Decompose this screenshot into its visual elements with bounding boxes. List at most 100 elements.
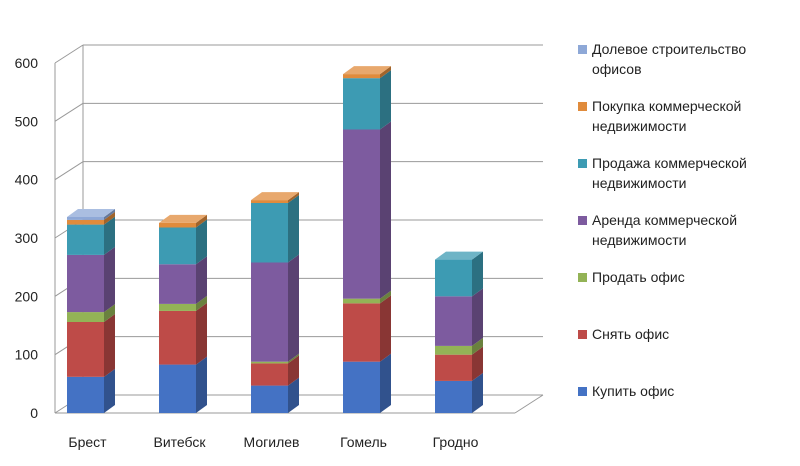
bar-side [104,216,115,255]
y-tick-label: 100 [15,347,39,363]
bar-segment [67,368,115,413]
bar-side [196,295,207,311]
bar-front [435,354,472,381]
bar-side [196,302,207,365]
floor-right-edge [514,394,544,414]
bar-segment [343,70,391,130]
x-tick-label: Витебск [153,434,206,450]
bar-side [380,66,391,79]
x-tick-label: Гомель [340,434,387,450]
legend-label: Продать офис [592,269,685,285]
bar-segment [159,214,207,228]
bar-front [343,361,380,413]
legend-swatch [578,159,587,168]
bar-side [380,353,391,413]
bar-front [435,380,472,413]
bar-segment [343,353,391,413]
bar-front [159,222,196,228]
legend-label: Долевое строительство офисов [592,41,746,77]
bar-side [104,368,115,413]
bar-top [159,214,207,223]
bar-segment [435,337,483,355]
legend-swatch [578,273,587,282]
legend-swatch [578,45,587,54]
bar-side [104,304,115,322]
bar-side [288,254,299,362]
bar-side [472,372,483,413]
bar-front [67,254,104,313]
bar-side [196,356,207,413]
legend-label: Аренда коммерческой недвижимости [592,212,737,248]
bar-segment [159,256,207,304]
bar-front [159,310,196,365]
y-tick-label: 600 [15,55,39,71]
bar-side [196,256,207,304]
bar-segment [343,295,391,362]
bar-segment [159,356,207,413]
x-tick-label: Могилев [244,434,300,450]
bar-segment [67,304,115,322]
bar-front [251,200,288,203]
legend-label: Снять офис [592,326,669,342]
legend-label: Купить офис [592,383,674,399]
bar-side [472,337,483,355]
bar-side [288,192,299,203]
bar-front [159,303,196,311]
bar-front [159,364,196,413]
legend-swatch [578,216,587,225]
bar-side [104,211,115,225]
bars-layer [67,66,483,413]
legend-swatch [578,102,587,111]
bar-front [251,262,288,362]
bar-side [472,288,483,346]
y-tick-label: 500 [15,113,39,129]
y-tick-label: 400 [15,172,39,188]
gridline-diagonal [54,44,84,64]
bar-front [159,264,196,304]
bar-side [288,355,299,386]
bar-side [104,209,115,220]
bar-segment [67,209,115,220]
legend: Долевое строительство офисов Покупка комме… [578,41,747,399]
bar-side [196,214,207,228]
bar-side [288,377,299,413]
bar-front [67,219,104,225]
x-tick-label: Гродно [433,434,479,450]
y-tick-label: 300 [15,230,39,246]
bar-side [472,251,483,297]
legend-label: Покупка коммерческой недвижимости [592,98,741,134]
bar-segment [435,251,483,297]
bar-segment [251,195,299,263]
bar-top [67,209,115,217]
bar-front [67,312,104,322]
bar-front [251,361,288,364]
bar-side [288,195,299,263]
bar-segment [67,246,115,313]
bar-segment [159,219,207,265]
bar-segment [251,192,299,203]
bar-segment [435,346,483,381]
bar-segment [343,290,391,304]
bar-side [380,290,391,304]
bar-front [343,303,380,362]
bar-segment [435,288,483,346]
bar-segment [159,295,207,311]
bar-front [159,227,196,265]
bar-segment [251,254,299,362]
bar-front [435,259,472,297]
bar-side [196,219,207,265]
y-tick-label: 200 [15,288,39,304]
bar-front [435,345,472,355]
bar-side [380,295,391,362]
bar-front [343,74,380,79]
bar-front [67,224,104,255]
legend-swatch [578,387,587,396]
bar-segment [435,372,483,413]
y-tick-label: 0 [30,405,38,421]
bar-side [288,353,299,364]
bar-segment [67,314,115,377]
bar-front [251,363,288,386]
bar-front [435,296,472,346]
bar-segment [67,216,115,255]
